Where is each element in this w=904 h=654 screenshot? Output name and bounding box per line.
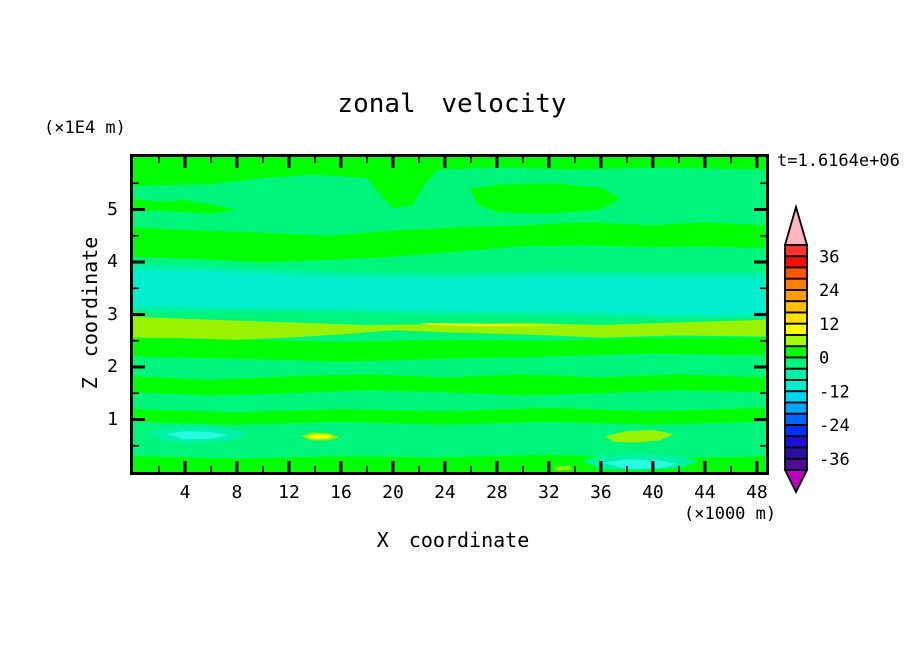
colorbar-tick-label: 12	[819, 315, 839, 335]
x-tick-label: 12	[278, 482, 300, 503]
colorbar-tick-label: -12	[819, 382, 850, 402]
colorbar-cell	[784, 277, 808, 291]
contour-band	[604, 430, 674, 443]
colorbar-tick-label: 0	[819, 349, 829, 369]
plot-title: zonal velocity	[337, 89, 567, 119]
contour-band	[133, 316, 766, 340]
colorbar-tick-label: 36	[819, 247, 839, 267]
colorbar-cell	[784, 457, 808, 471]
contour-field	[133, 157, 766, 472]
contour-band	[554, 465, 573, 471]
colorbar-tick-label: -24	[819, 416, 850, 436]
contour-band	[166, 431, 228, 440]
x-tick-label: 36	[590, 482, 612, 503]
contour-band	[307, 434, 332, 439]
colorbar: 36 24 12 0 -12 -24 -36	[779, 202, 899, 502]
x-tick-label: 20	[382, 482, 404, 503]
x-tick-label: 48	[746, 482, 768, 503]
colorbar-cell	[784, 311, 808, 325]
colorbar-cell	[784, 390, 808, 404]
z-axis-unit-label: (×1E4 m)	[44, 118, 126, 138]
contour-band	[469, 183, 621, 214]
contour-band	[133, 337, 766, 362]
colorbar-cell	[784, 345, 808, 359]
x-tick-label: 8	[231, 482, 243, 503]
colorbar-svg: 36 24 12 0 -12 -24 -36	[783, 203, 850, 495]
x-axis-unit-label: (×1000 m)	[684, 504, 777, 524]
colorbar-cell	[784, 255, 808, 269]
contour-band	[133, 374, 766, 396]
contour-band	[133, 407, 766, 425]
colorbar-cell	[784, 356, 808, 370]
colorbar-cell	[784, 379, 808, 393]
contour-band	[133, 222, 766, 262]
z-tick-label: 4	[107, 251, 118, 272]
z-tick-label: 2	[107, 356, 118, 377]
contour-plot	[130, 154, 769, 475]
colorbar-tick-label: -36	[819, 450, 850, 470]
colorbar-cell	[784, 334, 808, 348]
colorbar-under-arrow	[783, 469, 809, 495]
colorbar-over-arrow	[783, 203, 809, 246]
z-tick-label: 3	[107, 303, 118, 325]
colorbar-cell	[784, 244, 808, 258]
contour-band	[600, 459, 679, 469]
contour-band	[133, 269, 766, 315]
z-tick-label: 1	[107, 408, 118, 430]
colorbar-cell	[784, 367, 808, 381]
colorbar-cell	[784, 412, 808, 426]
colorbar-cell	[784, 424, 808, 438]
x-tick-label: 16	[330, 482, 352, 503]
colorbar-cell	[784, 446, 808, 460]
colorbar-cell	[784, 322, 808, 336]
x-tick-label: 24	[434, 482, 456, 503]
x-tick-label: 44	[694, 482, 716, 503]
colorbar-cell	[784, 289, 808, 303]
colorbar-tick-label: 24	[819, 281, 839, 301]
colorbar-cell	[784, 435, 808, 449]
x-tick-label: 32	[538, 482, 560, 503]
contour-band	[133, 199, 237, 214]
contour-band	[419, 322, 562, 327]
contour-band	[133, 157, 766, 209]
colorbar-cell	[784, 266, 808, 280]
colorbar-cell	[784, 401, 808, 415]
colorbar-cell	[784, 300, 808, 314]
time-stamp: t=1.6164e+06	[777, 151, 900, 171]
x-axis-label: X coordinate	[376, 528, 530, 552]
x-tick-label: 40	[642, 482, 664, 503]
z-tick-label: 5	[107, 198, 118, 220]
x-tick-label: 4	[179, 482, 191, 503]
x-tick-label: 28	[486, 482, 508, 503]
